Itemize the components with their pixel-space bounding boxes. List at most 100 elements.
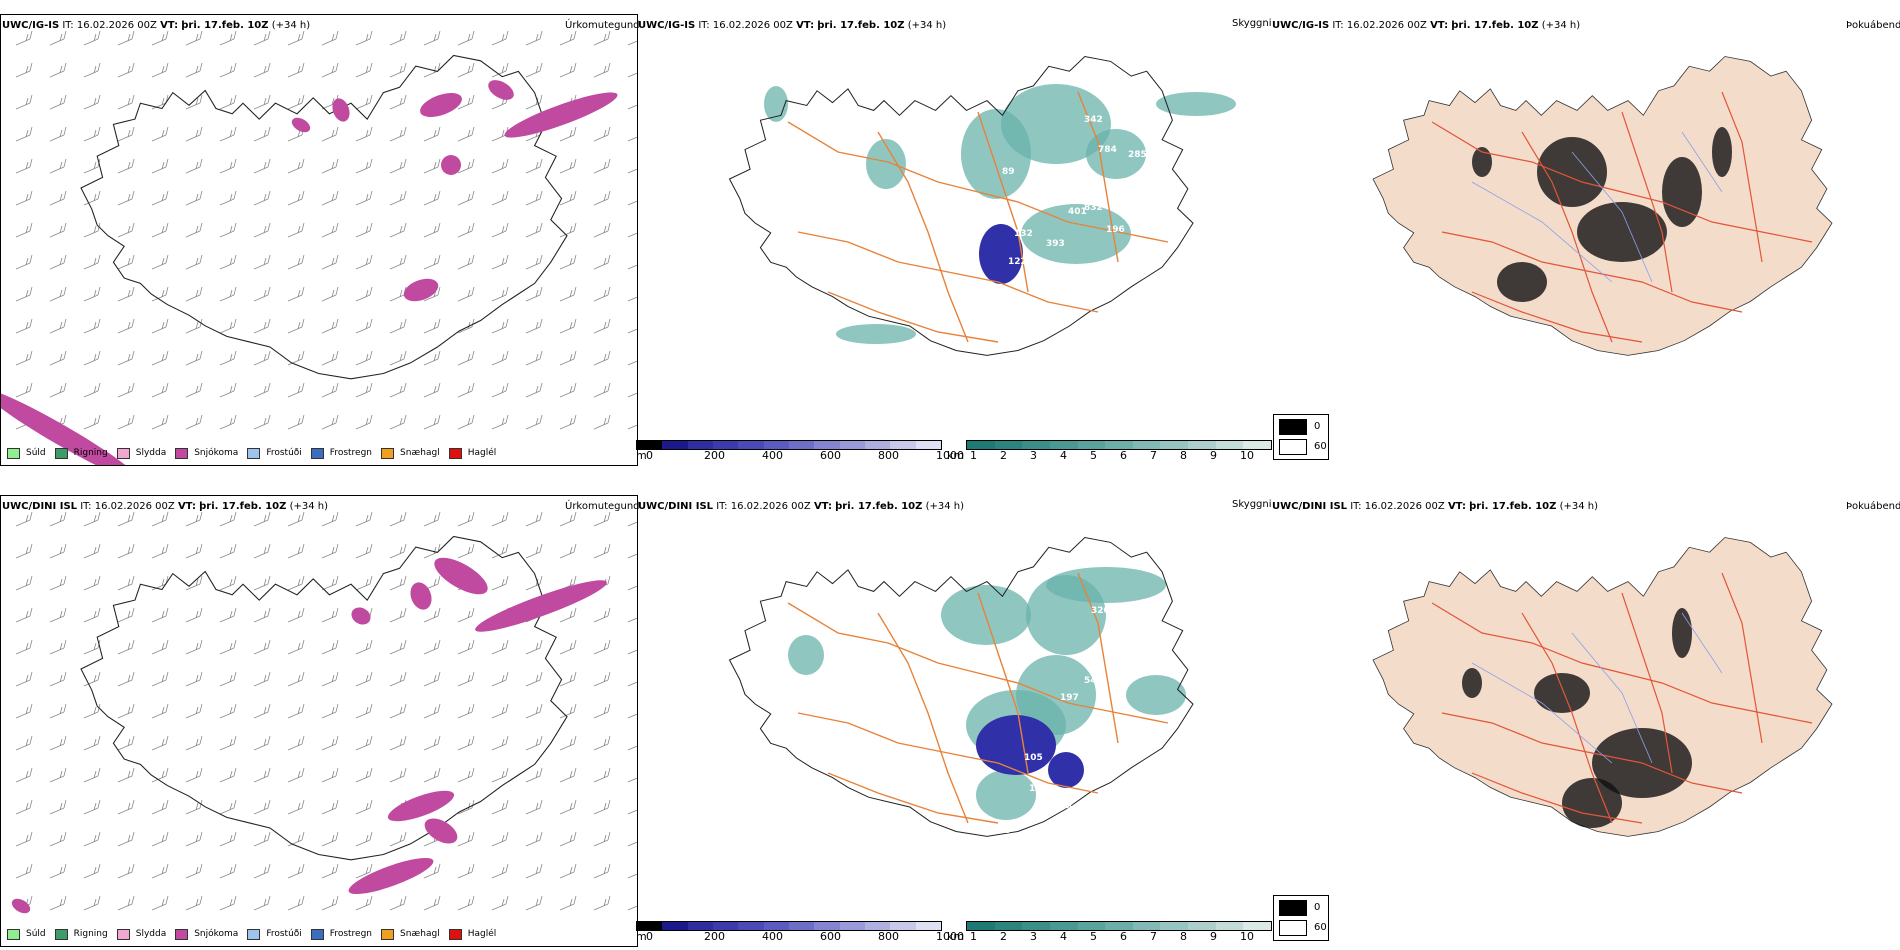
legend-label: Snjókoma: [194, 929, 239, 939]
legend-item: Haglél: [448, 928, 496, 940]
legend-item: Snjókoma: [175, 928, 239, 940]
header-fog-row2: UWC/DINI ISL IT: 16.02.2026 00Z VT: þri.…: [1272, 501, 1599, 512]
legend-label: Snjókoma: [194, 448, 239, 458]
title-precip-row1: Úrkomutegund: [565, 20, 640, 31]
visibility-tick: 6: [1120, 449, 1127, 462]
visibility-colorbar-row1: [966, 440, 1272, 450]
cloudbase-tick: 800: [878, 930, 899, 943]
colorbar-segment: [890, 922, 916, 930]
snow-area: [348, 857, 434, 895]
visibility-tick: 4: [1060, 930, 1067, 943]
colorbar-segment: [662, 441, 688, 449]
colorbar-segment: [712, 922, 739, 930]
colorbar-segment: [1105, 922, 1133, 930]
cloudbase-value-label: 138: [1029, 784, 1048, 794]
header-cloud-row1: UWC/IG-IS IT: 16.02.2026 00Z VT: þri. 17…: [638, 20, 947, 31]
legend-item: Súld: [7, 447, 46, 459]
precip-map-row2: [11, 511, 637, 914]
legend-swatch: [175, 447, 189, 459]
colorbar-segment: [967, 441, 995, 449]
legend-label: Snæhagl: [400, 929, 440, 939]
iceland-outline: [80, 535, 568, 861]
colorbar-segment: [1132, 441, 1161, 449]
colorbar-segment: [864, 922, 891, 930]
legend-swatch: [448, 928, 462, 940]
colorbar-segment: [1215, 922, 1244, 930]
visibility-area: [976, 770, 1036, 820]
legend-item: Snjókoma: [175, 447, 239, 459]
cloudbase-tick: 400: [762, 930, 783, 943]
cloudbase-value-label: 285: [1128, 150, 1147, 160]
visibility-area: [866, 139, 906, 189]
snow-area: [475, 580, 607, 632]
visibility-tick: 2: [1000, 930, 1007, 943]
visibility-tick: 7: [1150, 930, 1157, 943]
header-precip-row1: UWC/IG-IS IT: 16.02.2026 00Z VT: þri. 17…: [2, 20, 311, 31]
visibility-tick: 5: [1090, 449, 1097, 462]
legend-swatch: [448, 447, 462, 459]
snow-area: [420, 92, 462, 118]
fog-legend-row1: 0 60: [1273, 414, 1329, 460]
title-cloud-row2: Skyggni: [1232, 499, 1272, 510]
cloudbase-value-label: 132: [1014, 229, 1033, 239]
colorbar-segment: [738, 922, 764, 930]
fog-legend-row2: 0 60: [1273, 895, 1329, 941]
snow-area: [441, 155, 461, 175]
visibility-tick: 7: [1150, 449, 1157, 462]
cloud-panel-row2: 105 138 95 233 320 549 197 68: [636, 495, 1276, 945]
fog-area: [1462, 668, 1482, 698]
visibility-tick: 9: [1210, 930, 1217, 943]
visibility-tick: 8: [1180, 930, 1187, 943]
snow-area: [1, 389, 140, 465]
snow-area: [488, 80, 514, 100]
cloudbase-tick: 600: [820, 449, 841, 462]
legend-label: Frostregn: [329, 448, 373, 458]
colorbar-segment: [994, 922, 1023, 930]
header-precip-row2: UWC/DINI ISL IT: 16.02.2026 00Z VT: þri.…: [2, 501, 329, 512]
fog-area: [1497, 262, 1547, 302]
legend-item: Frostúði: [247, 447, 302, 459]
cloud-panel-row1: 132 122 393 196 342 784 285 833 832 401 89 947: [636, 14, 1276, 464]
cloudbase-tick: 1000: [936, 930, 964, 943]
colorbar-segment: [1160, 922, 1189, 930]
fog-map-row1: [1372, 56, 1833, 356]
legend-swatch: [54, 447, 68, 459]
colorbar-segment: [915, 441, 941, 449]
visibility-tick: 8: [1180, 449, 1187, 462]
colorbar-segment: [738, 441, 764, 449]
legend-item: Slydda: [116, 447, 166, 459]
legend-swatch: [7, 928, 20, 940]
legend-item: Slydda: [116, 928, 166, 940]
colorbar-segment: [788, 441, 815, 449]
legend-label: Súld: [26, 448, 46, 458]
visibility-tick: 1: [970, 930, 977, 943]
cloudbase-unit-row2: m: [636, 930, 647, 943]
rivers: [1471, 131, 1723, 283]
precip-areas: [1, 80, 618, 465]
visibility-tick: 2: [1000, 449, 1007, 462]
colorbar-segment: [967, 922, 995, 930]
colorbar-segment: [994, 441, 1023, 449]
iceland-outline: [728, 55, 1194, 356]
colorbar-segment: [712, 441, 739, 449]
colorbar-segment: [1132, 922, 1161, 930]
visibility-area: [788, 635, 824, 675]
colorbar-segment: [637, 441, 663, 449]
colorbar-segment: [1243, 922, 1272, 930]
snow-area: [424, 818, 458, 844]
legend-item: Snæhagl: [381, 447, 440, 459]
precip-legend-row1: Súld Rigning Slydda Snjókoma Frostúði Frostre…: [7, 443, 505, 463]
snow-area: [403, 278, 439, 302]
wind-barbs: [15, 30, 637, 430]
legend-label: Súld: [26, 929, 46, 939]
cloudbase-area: [979, 224, 1023, 284]
snow-area: [291, 117, 311, 133]
visibility-tick: 6: [1120, 930, 1127, 943]
precip-panel-row1: Súld Rigning Slydda Snjókoma Frostúði Frostre…: [0, 14, 638, 466]
title-fog-row2: Þokuábendi: [1846, 501, 1900, 512]
cloudbase-value-label: 549: [1084, 676, 1103, 686]
visibility-area: [836, 324, 916, 344]
snow-area: [11, 898, 31, 914]
